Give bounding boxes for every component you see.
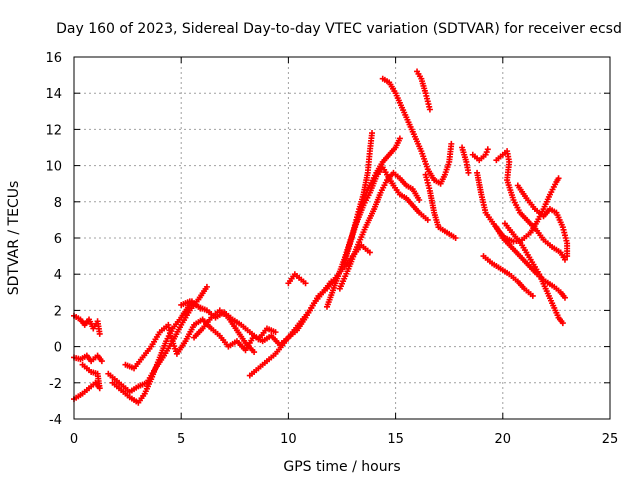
y-tick-label: -4 — [49, 413, 62, 428]
data-point — [529, 292, 536, 299]
series-sat-j — [285, 271, 309, 287]
series-sat-b — [71, 352, 105, 365]
y-axis-label: SDTVAR / TECUs — [6, 181, 22, 296]
series-sat-n — [345, 130, 376, 252]
grid-lines — [74, 57, 610, 419]
data-point — [79, 361, 86, 368]
series-sat-u — [493, 148, 568, 263]
series-sat-r — [459, 144, 472, 176]
data-point — [251, 349, 258, 356]
series-sat-a — [71, 312, 103, 337]
x-axis-label: GPS time / hours — [283, 459, 400, 475]
data-point — [452, 235, 459, 241]
y-tick-label: -2 — [49, 377, 62, 392]
x-tick-label: 15 — [387, 432, 404, 447]
data-point — [98, 358, 105, 365]
series-sat-q — [422, 171, 459, 241]
y-tick-label: 6 — [54, 232, 62, 247]
data-point — [272, 329, 279, 336]
series-sat-f — [122, 278, 335, 372]
y-tick-label: 12 — [45, 123, 62, 138]
series-sat-x — [501, 220, 566, 327]
data-point — [424, 216, 431, 223]
y-tick-label: 8 — [54, 196, 62, 211]
data-point — [465, 169, 472, 176]
x-tick-label: 0 — [70, 432, 78, 447]
data-point — [448, 140, 455, 147]
data-point — [416, 196, 423, 203]
series-sat-w — [480, 253, 536, 299]
y-tick-label: 4 — [54, 268, 62, 283]
data-point — [203, 283, 210, 290]
data-point — [96, 330, 103, 337]
data-point — [366, 249, 373, 256]
x-tick-label: 5 — [177, 432, 185, 447]
x-tick-label: 25 — [602, 432, 619, 447]
y-tick-label: 16 — [45, 51, 62, 66]
y-tick-label: 0 — [54, 341, 62, 356]
data-point — [561, 294, 568, 301]
data-point — [302, 280, 309, 287]
data-point — [426, 106, 433, 113]
series-sat-y — [514, 182, 571, 260]
series-sat-p — [414, 68, 433, 113]
data-points — [71, 68, 571, 406]
series-sat-l — [336, 169, 423, 292]
series-sat-e — [109, 298, 204, 406]
data-point — [484, 146, 491, 153]
chart-title: Day 160 of 2023, Sidereal Day-to-day VTE… — [56, 21, 622, 37]
series-sat-s — [469, 146, 491, 164]
plot-frame — [73, 56, 611, 420]
series-sat-c — [71, 361, 103, 403]
x-tick-label: 10 — [280, 432, 297, 447]
data-point — [561, 256, 568, 263]
y-tick-label: 14 — [45, 87, 62, 102]
y-tick-label: 10 — [45, 160, 62, 175]
series-sat-o — [379, 75, 455, 187]
x-tick-label: 20 — [495, 432, 512, 447]
y-tick-label: 2 — [54, 304, 62, 319]
data-point — [564, 253, 571, 260]
data-point — [559, 320, 566, 327]
data-point — [396, 135, 403, 142]
data-point — [555, 175, 562, 182]
series-sat-h — [191, 307, 258, 356]
data-point — [369, 130, 376, 137]
